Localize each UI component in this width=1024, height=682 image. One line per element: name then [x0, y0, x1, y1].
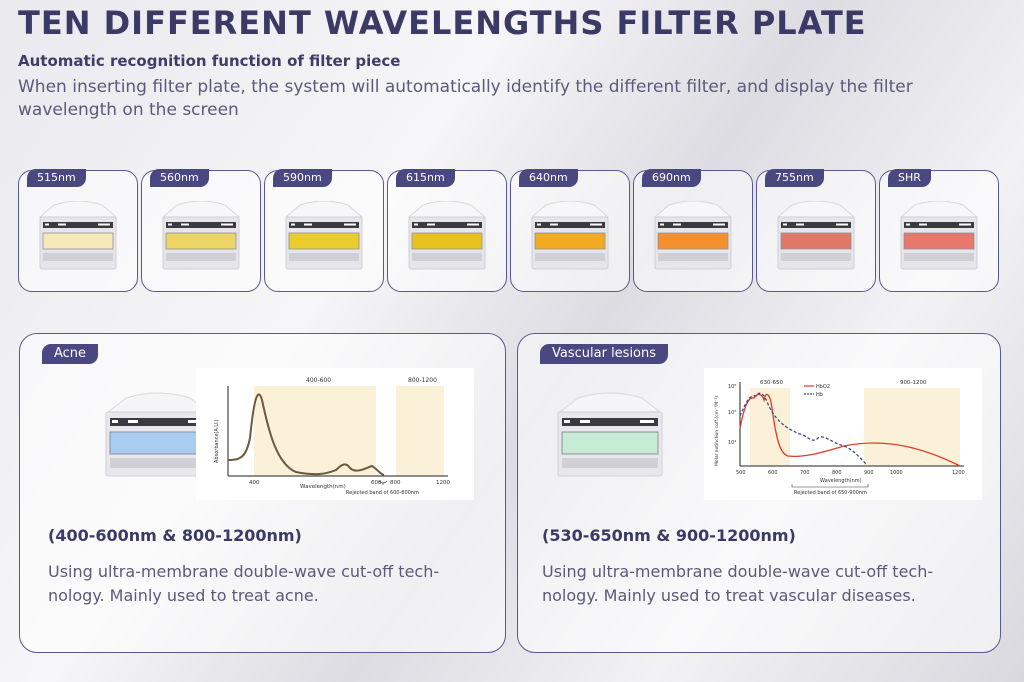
filter-plate-device [284, 201, 364, 270]
y-tick: 10⁴ [728, 440, 736, 446]
acne-absorbance-chart: 400-600 800-1200 Absorbance(A.U.) Wavele… [196, 368, 474, 500]
filter-plate-device [899, 201, 979, 270]
y-tick: 10⁵ [728, 410, 736, 416]
panel-description: Using ultra-membrane double-wave cut-off… [542, 562, 934, 605]
wavelength-range: (400-600nm & 800-1200nm) [48, 526, 302, 545]
page-description: When inserting filter plate, the system … [18, 77, 913, 120]
filter-card-640nm: 640nm [510, 169, 630, 292]
y-axis-label: Molar extinction coff.(cm⁻¹M⁻¹) [714, 396, 720, 466]
legend-hbo2: HbO2 [816, 384, 830, 390]
x-axis-label: Wavelength(nm) [820, 478, 862, 484]
filter-card-shr: SHR [879, 169, 999, 292]
page-subtitle: Automatic recognition function of filter… [18, 52, 401, 70]
filter-card-690nm: 690nm [633, 169, 753, 292]
acne-panel: Acne 400-600 800-1200 Absorbance(A.U.) W… [19, 333, 506, 653]
filter-card-590nm: 590nm [264, 169, 384, 292]
wavelength-range: (530-650nm & 900-1200nm) [542, 526, 796, 545]
filter-card-615nm: 615nm [387, 169, 507, 292]
x-tick: 600 [768, 470, 778, 476]
rejected-band-note: Rejected band of 650-900nm [794, 490, 867, 496]
filter-label: 590nm [273, 169, 332, 187]
x-tick: 1000 [890, 470, 903, 476]
vascular-extinction-chart: 630-650 900-1200 10⁶ 10⁵ 10⁴ Molar extin… [704, 368, 982, 500]
x-tick: 600 [371, 480, 382, 486]
filter-plate-device [161, 201, 241, 270]
x-tick: 500 [736, 470, 746, 476]
rejected-band-note: Rejected band of 600-800nm [346, 490, 419, 496]
page-title: TEN DIFFERENT WAVELENGTHS FILTER PLATE [18, 4, 867, 42]
legend-hb: Hb [816, 392, 823, 398]
filter-label: 615nm [396, 169, 455, 187]
x-tick: 700 [800, 470, 810, 476]
filter-card-560nm: 560nm [141, 169, 261, 292]
x-axis-label: Wavelength(nm) [300, 484, 346, 490]
y-tick: 10⁶ [728, 384, 736, 390]
x-tick: 1200 [436, 480, 450, 486]
panel-description: Using ultra-membrane double-wave cut-off… [48, 562, 440, 605]
acne-filter-device [105, 392, 211, 477]
filter-card-515nm: 515nm [18, 169, 138, 292]
filter-label: 640nm [519, 169, 578, 187]
vascular-panel: Vascular lesions 630-650 900-1200 10⁶ 10… [517, 333, 1001, 653]
band2-label: 900-1200 [900, 380, 927, 386]
panel-tag: Vascular lesions [540, 344, 669, 364]
filter-plate-device [407, 201, 487, 270]
filter-label: 690nm [642, 169, 701, 187]
filter-label: 755nm [765, 169, 824, 187]
filter-label: 560nm [150, 169, 209, 187]
filter-plate-device [530, 201, 610, 270]
y-axis-label: Absorbance(A.U.) [214, 419, 220, 463]
filter-plate-device [776, 201, 856, 270]
filter-label: 515nm [27, 169, 86, 187]
filter-label: SHR [888, 169, 931, 187]
band1-label: 400-600 [306, 377, 331, 384]
band1-label: 630-650 [760, 380, 783, 386]
panel-tag: Acne [42, 344, 99, 364]
band2-label: 800-1200 [408, 377, 437, 384]
x-tick: 800 [390, 480, 401, 486]
x-tick: 900 [864, 470, 874, 476]
filter-card-755nm: 755nm [756, 169, 876, 292]
x-tick: 800 [832, 470, 842, 476]
filter-plate-device [653, 201, 733, 270]
x-tick: 400 [249, 480, 260, 486]
filter-plate-device [38, 201, 118, 270]
x-tick: 1200 [952, 470, 965, 476]
vascular-filter-device [557, 392, 663, 477]
